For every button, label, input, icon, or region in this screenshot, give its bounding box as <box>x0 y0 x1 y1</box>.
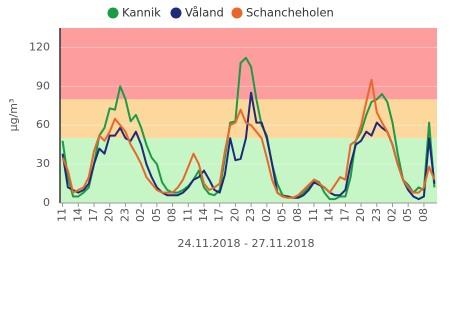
y-tick-label: 60 <box>36 118 50 131</box>
x-tick-label: 05 <box>150 208 163 222</box>
legend-marker <box>170 7 182 19</box>
y-tick-label: 0 <box>43 196 50 209</box>
x-tick-label: 05 <box>276 208 289 222</box>
x-tick-label: 14 <box>197 208 210 222</box>
legend-item[interactable]: Schancheholen <box>231 6 334 20</box>
y-tick-label: 30 <box>36 157 50 170</box>
x-tick-label: 17 <box>213 208 226 222</box>
x-tick-label: 23 <box>118 208 131 222</box>
x-tick-label: 17 <box>338 208 351 222</box>
series-line <box>61 56 436 201</box>
x-tick-label: 02 <box>260 208 273 222</box>
x-tick-label: 08 <box>166 208 179 222</box>
legend-marker <box>107 7 119 19</box>
x-tick-label: 02 <box>385 208 398 222</box>
series-line <box>61 91 436 201</box>
x-tick-label: 20 <box>228 208 241 222</box>
x-tick-label: 05 <box>401 208 414 222</box>
threshold-band <box>60 138 437 203</box>
x-tick-label: 08 <box>291 208 304 222</box>
y-tick-label: 90 <box>36 79 50 92</box>
x-tick-label: 17 <box>87 208 100 222</box>
legend-item[interactable]: Kannik <box>107 6 162 20</box>
x-tick-label: 11 <box>307 208 320 222</box>
x-tick-label: 20 <box>103 208 116 222</box>
legend-label: Våland <box>185 6 224 20</box>
x-tick-label: 11 <box>181 208 194 222</box>
x-tick-label: 02 <box>134 208 147 222</box>
legend-item[interactable]: Våland <box>170 6 224 20</box>
legend-label: Schancheholen <box>246 6 334 20</box>
legend-marker <box>231 7 243 19</box>
series-line <box>61 78 436 199</box>
x-tick-label: 14 <box>323 208 336 222</box>
y-tick-label: 120 <box>29 40 50 53</box>
x-tick-label: 23 <box>244 208 257 222</box>
x-tick-label: 23 <box>370 208 383 222</box>
x-axis-label: 24.11.2018 - 27.11.2018 <box>178 237 315 250</box>
y-axis-label: µg/m³ <box>7 99 20 132</box>
x-tick-label: 11 <box>56 208 69 222</box>
x-tick-label: 14 <box>71 208 84 222</box>
legend-label: Kannik <box>122 6 161 20</box>
x-tick-label: 20 <box>354 208 367 222</box>
x-tick-label: 08 <box>417 208 430 222</box>
